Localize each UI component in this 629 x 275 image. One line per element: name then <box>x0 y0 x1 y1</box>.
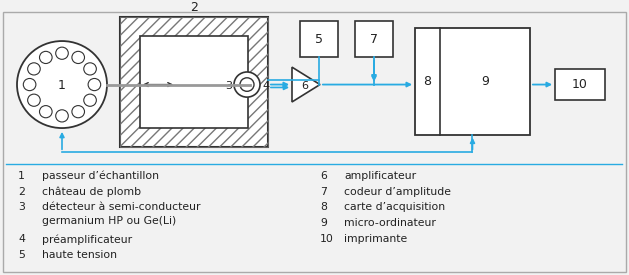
Text: germanium HP ou Ge(Li): germanium HP ou Ge(Li) <box>42 216 176 226</box>
Text: haute tension: haute tension <box>42 250 117 260</box>
Circle shape <box>40 51 52 64</box>
Text: 10: 10 <box>572 78 588 91</box>
Bar <box>140 36 248 128</box>
Circle shape <box>56 110 69 122</box>
Text: 2: 2 <box>190 1 198 14</box>
Circle shape <box>17 41 107 128</box>
Circle shape <box>84 94 96 106</box>
Bar <box>355 21 393 57</box>
Circle shape <box>56 47 69 59</box>
Text: 4: 4 <box>262 81 269 90</box>
Text: 7: 7 <box>320 186 327 197</box>
Circle shape <box>84 63 96 75</box>
Text: 3: 3 <box>18 202 25 213</box>
Circle shape <box>234 72 260 97</box>
Text: 5: 5 <box>315 33 323 46</box>
Text: 9: 9 <box>320 218 327 229</box>
Circle shape <box>240 78 254 91</box>
Polygon shape <box>292 67 320 102</box>
Text: 8: 8 <box>320 202 327 213</box>
Text: 6: 6 <box>301 81 308 90</box>
Circle shape <box>72 106 84 118</box>
Text: 10: 10 <box>320 234 334 244</box>
Text: codeur d’amplitude: codeur d’amplitude <box>344 186 451 197</box>
Text: amplificateur: amplificateur <box>344 170 416 181</box>
Text: 2: 2 <box>18 186 25 197</box>
Text: micro-ordinateur: micro-ordinateur <box>344 218 436 229</box>
Text: 6: 6 <box>320 170 327 181</box>
Text: 9: 9 <box>481 75 489 88</box>
Bar <box>300 21 338 57</box>
Bar <box>415 29 530 135</box>
Text: 1: 1 <box>58 79 66 92</box>
Text: préamplificateur: préamplificateur <box>42 234 132 245</box>
Text: 1: 1 <box>18 170 25 181</box>
Bar <box>555 69 605 100</box>
Circle shape <box>40 106 52 118</box>
Circle shape <box>28 94 40 106</box>
Circle shape <box>28 63 40 75</box>
Text: passeur d’échantillon: passeur d’échantillon <box>42 170 159 181</box>
Bar <box>120 17 268 147</box>
Text: détecteur à semi-conducteur: détecteur à semi-conducteur <box>42 202 201 213</box>
Text: 8: 8 <box>423 75 431 88</box>
Circle shape <box>23 78 36 91</box>
Circle shape <box>88 78 101 91</box>
Text: 3: 3 <box>225 81 232 90</box>
Text: 4: 4 <box>18 234 25 244</box>
Text: 5: 5 <box>18 250 25 260</box>
Bar <box>120 17 268 147</box>
Text: carte d’acquisition: carte d’acquisition <box>344 202 445 213</box>
Text: château de plomb: château de plomb <box>42 186 141 197</box>
Circle shape <box>72 51 84 64</box>
Text: imprimante: imprimante <box>344 234 407 244</box>
Text: 7: 7 <box>370 33 378 46</box>
